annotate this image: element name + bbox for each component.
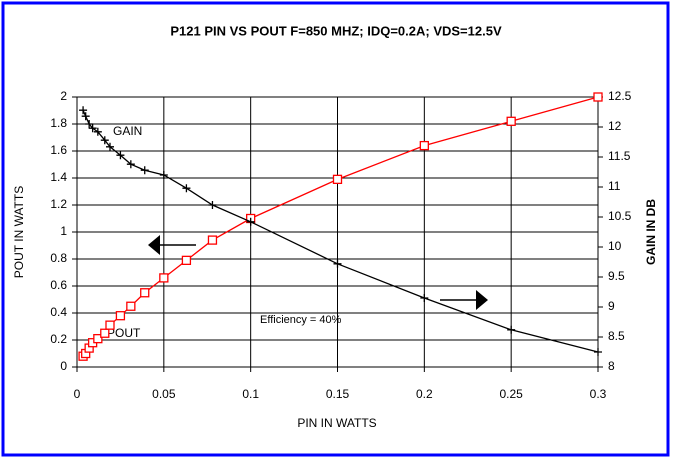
y-tick-label: 0.2 [50, 332, 67, 346]
y2-tick-label: 11.5 [608, 149, 631, 163]
y2-tick-label: 8.5 [608, 329, 625, 343]
y2-tick-label: 9 [608, 299, 615, 313]
plot-area [76, 96, 599, 368]
point [420, 294, 429, 302]
y-tick-label: 0.8 [50, 251, 67, 265]
point [594, 348, 602, 356]
point [105, 320, 115, 330]
y2-tick-label: 8 [608, 359, 615, 373]
point [140, 288, 150, 298]
point [126, 301, 136, 311]
x-tick-label: 0.2 [416, 387, 433, 401]
point [506, 116, 516, 126]
x-tick-label: 0 [74, 387, 81, 401]
y2-tick-label: 12 [608, 119, 622, 133]
point [159, 273, 169, 283]
y-tick-label: 0 [60, 359, 67, 373]
point [126, 160, 135, 169]
point [79, 106, 88, 115]
point [182, 184, 191, 193]
right-arrow [440, 290, 488, 310]
annotation: POUT [107, 326, 141, 340]
point [93, 127, 102, 136]
y2-tick-label: 12.5 [608, 89, 632, 103]
x-tick-label: 0.25 [499, 387, 523, 401]
y2-axis-label: GAIN IN DB [644, 199, 658, 265]
annotation: Efficiency = 40% [260, 314, 342, 326]
point [93, 333, 103, 344]
y-tick-label: 2 [60, 89, 67, 103]
point [159, 171, 168, 179]
point [207, 235, 218, 245]
x-axis-label: PIN IN WATTS [297, 416, 376, 430]
point [419, 140, 429, 151]
point [100, 328, 110, 338]
y-tick-label: 1.2 [50, 197, 67, 211]
y2-tick-label: 10 [608, 239, 622, 253]
point [81, 112, 90, 121]
y-tick-label: 1.4 [50, 170, 67, 184]
y-tick-label: 1.6 [50, 143, 67, 157]
y2-tick-label: 11 [608, 179, 621, 193]
point [140, 166, 149, 175]
y2-tick-label: 9.5 [608, 269, 625, 283]
left-arrow [148, 235, 196, 255]
chart-title: P121 PIN VS POUT F=850 MHZ; IDQ=0.2A; VD… [170, 23, 502, 38]
x-tick-label: 0.1 [242, 387, 259, 401]
y-tick-label: 1.8 [50, 116, 67, 130]
point [116, 151, 125, 160]
x-tick-label: 0.15 [326, 387, 350, 401]
point [246, 217, 255, 226]
point [208, 201, 217, 209]
point [181, 255, 192, 266]
point [333, 259, 342, 268]
point [593, 92, 603, 102]
point [332, 174, 343, 185]
point [507, 325, 516, 334]
point [100, 136, 109, 145]
x-tick-label: 0.05 [152, 387, 176, 401]
y2-tick-label: 10.5 [608, 209, 632, 223]
y-tick-label: 0.4 [50, 305, 67, 319]
y-tick-label: 0.6 [50, 278, 67, 292]
point [115, 311, 126, 321]
y-tick-label: 1 [60, 224, 67, 238]
x-tick-label: 0.3 [590, 387, 607, 401]
y-axis-label: POUT IN WATTS [12, 186, 26, 278]
point [85, 120, 94, 128]
annotation: GAIN [113, 124, 142, 138]
point [88, 124, 97, 133]
point [105, 142, 114, 151]
